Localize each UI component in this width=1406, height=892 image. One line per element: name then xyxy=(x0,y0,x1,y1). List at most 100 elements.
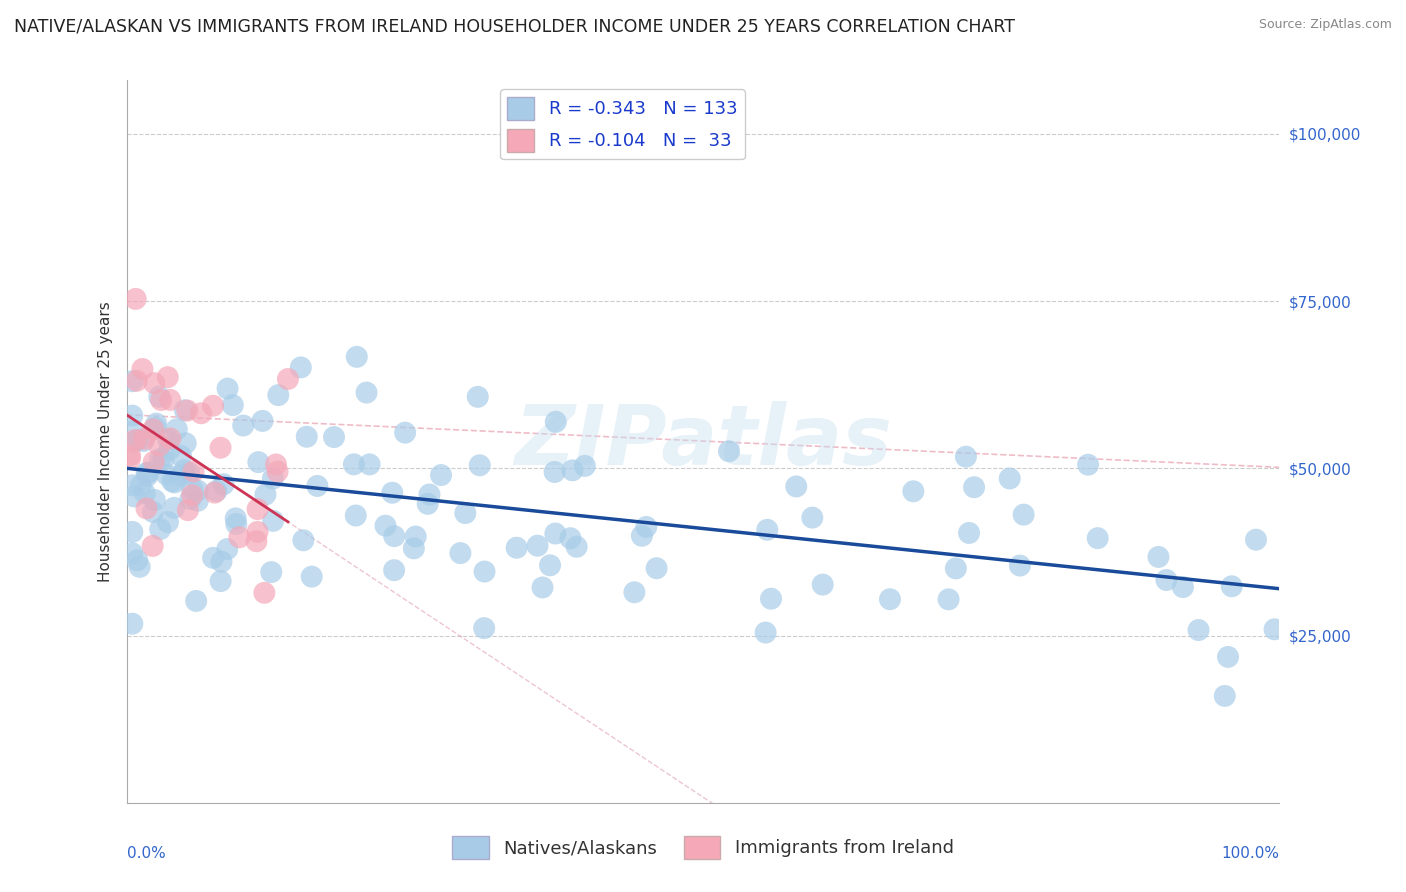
Point xyxy=(174,436,197,450)
Point xyxy=(142,422,165,436)
Y-axis label: Householder Income Under 25 years: Householder Income Under 25 years xyxy=(97,301,112,582)
Point xyxy=(228,530,250,544)
Point xyxy=(181,482,204,496)
Point xyxy=(1087,531,1109,545)
Point xyxy=(811,577,834,591)
Point xyxy=(531,581,554,595)
Point xyxy=(187,493,209,508)
Point xyxy=(132,434,155,448)
Point xyxy=(262,472,284,486)
Point xyxy=(343,458,366,472)
Point xyxy=(149,522,172,536)
Point xyxy=(938,592,960,607)
Point xyxy=(149,452,172,467)
Point xyxy=(416,497,439,511)
Point xyxy=(1077,458,1099,472)
Point xyxy=(186,594,208,608)
Point xyxy=(177,466,200,480)
Point xyxy=(134,486,156,500)
Point xyxy=(623,585,645,599)
Text: NATIVE/ALASKAN VS IMMIGRANTS FROM IRELAND HOUSEHOLDER INCOME UNDER 25 YEARS CORR: NATIVE/ALASKAN VS IMMIGRANTS FROM IRELAN… xyxy=(14,18,1015,36)
Point xyxy=(560,531,582,545)
Point xyxy=(645,561,668,575)
Point xyxy=(179,491,201,506)
Point xyxy=(205,483,228,498)
Point xyxy=(159,442,181,457)
Point xyxy=(135,466,157,480)
Point xyxy=(159,432,181,446)
Point xyxy=(957,525,980,540)
Point xyxy=(159,392,181,407)
Point xyxy=(142,505,165,519)
Point xyxy=(1220,579,1243,593)
Point xyxy=(129,478,152,492)
Point xyxy=(262,514,284,528)
Point xyxy=(544,415,567,429)
Point xyxy=(253,586,276,600)
Point xyxy=(247,455,270,469)
Point xyxy=(277,372,299,386)
Point xyxy=(394,425,416,440)
Point xyxy=(756,523,779,537)
Point xyxy=(156,370,179,384)
Point xyxy=(449,546,471,560)
Point xyxy=(755,625,778,640)
Text: Source: ZipAtlas.com: Source: ZipAtlas.com xyxy=(1258,18,1392,31)
Point xyxy=(125,292,148,306)
Point xyxy=(260,565,283,579)
Point xyxy=(209,441,232,455)
Point xyxy=(122,434,145,449)
Point xyxy=(631,529,654,543)
Point xyxy=(544,526,567,541)
Point xyxy=(201,399,224,413)
Point xyxy=(292,533,315,548)
Point xyxy=(152,452,174,467)
Point xyxy=(181,488,204,502)
Point xyxy=(217,382,239,396)
Point xyxy=(467,390,489,404)
Point xyxy=(295,430,318,444)
Point xyxy=(454,506,477,520)
Point xyxy=(232,418,254,433)
Point xyxy=(202,550,225,565)
Point xyxy=(127,433,149,447)
Point xyxy=(225,511,247,525)
Point xyxy=(142,539,165,553)
Point xyxy=(1244,533,1267,547)
Point xyxy=(121,616,143,631)
Text: ZIPatlas: ZIPatlas xyxy=(515,401,891,482)
Point xyxy=(118,448,141,462)
Text: 100.0%: 100.0% xyxy=(1222,847,1279,861)
Point xyxy=(156,515,179,529)
Point xyxy=(209,574,232,588)
Point xyxy=(217,542,239,557)
Point xyxy=(143,493,166,508)
Point xyxy=(148,390,170,404)
Point xyxy=(128,559,150,574)
Point xyxy=(190,406,212,420)
Point xyxy=(359,458,381,472)
Point xyxy=(903,484,925,499)
Point xyxy=(177,503,200,517)
Point xyxy=(187,483,209,498)
Point xyxy=(176,403,198,417)
Point xyxy=(252,414,274,428)
Point xyxy=(173,403,195,417)
Point xyxy=(145,417,167,431)
Point xyxy=(170,449,193,463)
Point xyxy=(402,541,425,556)
Point xyxy=(245,534,267,549)
Point xyxy=(785,479,807,493)
Point xyxy=(121,478,143,492)
Point xyxy=(166,422,188,436)
Point xyxy=(173,463,195,477)
Point xyxy=(148,439,170,453)
Point xyxy=(131,362,153,376)
Point xyxy=(254,487,277,501)
Point xyxy=(118,451,141,466)
Point xyxy=(290,360,312,375)
Point xyxy=(346,350,368,364)
Point xyxy=(543,465,565,479)
Point xyxy=(474,565,496,579)
Text: 0.0%: 0.0% xyxy=(127,847,166,861)
